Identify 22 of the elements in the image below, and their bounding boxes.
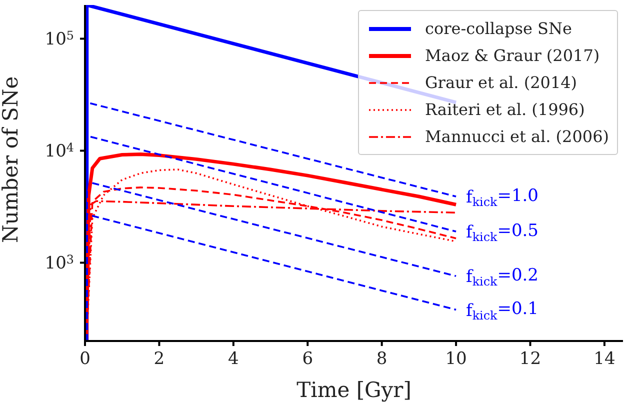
legend-label: core-collapse SNe <box>425 19 572 38</box>
x-tick-label: 14 <box>594 349 616 369</box>
legend-label: Graur et al. (2014) <box>425 73 578 92</box>
legend-label: Maoz & Graur (2017) <box>425 46 600 65</box>
annotation: f$_{kick}$=1.0 <box>466 186 538 210</box>
y-tick-label: 10$^{4}$ <box>44 140 74 162</box>
annotation: f$_{kick}$=0.1 <box>466 299 538 322</box>
y-tick-label: 10$^{5}$ <box>44 28 74 50</box>
annotation: f$_{kick}$=0.2 <box>466 266 538 289</box>
legend-label: Mannucci et al. (2006) <box>425 127 609 146</box>
x-tick-label: 4 <box>228 349 239 369</box>
y-tick-label: 10$^{3}$ <box>44 252 74 274</box>
x-tick-label: 10 <box>445 349 467 369</box>
x-axis-title: Time [Gyr] <box>296 378 412 402</box>
x-tick-label: 0 <box>80 349 90 369</box>
x-tick-label: 12 <box>519 349 542 369</box>
legend-label: Raiteri et al. (1996) <box>425 100 585 119</box>
y-axis-title: Number of SNe <box>0 76 22 243</box>
annotation: f$_{kick}$=0.5 <box>466 220 538 244</box>
x-tick-label: 6 <box>302 349 314 369</box>
x-tick-label: 8 <box>376 349 388 369</box>
x-tick-label: 2 <box>154 349 165 369</box>
